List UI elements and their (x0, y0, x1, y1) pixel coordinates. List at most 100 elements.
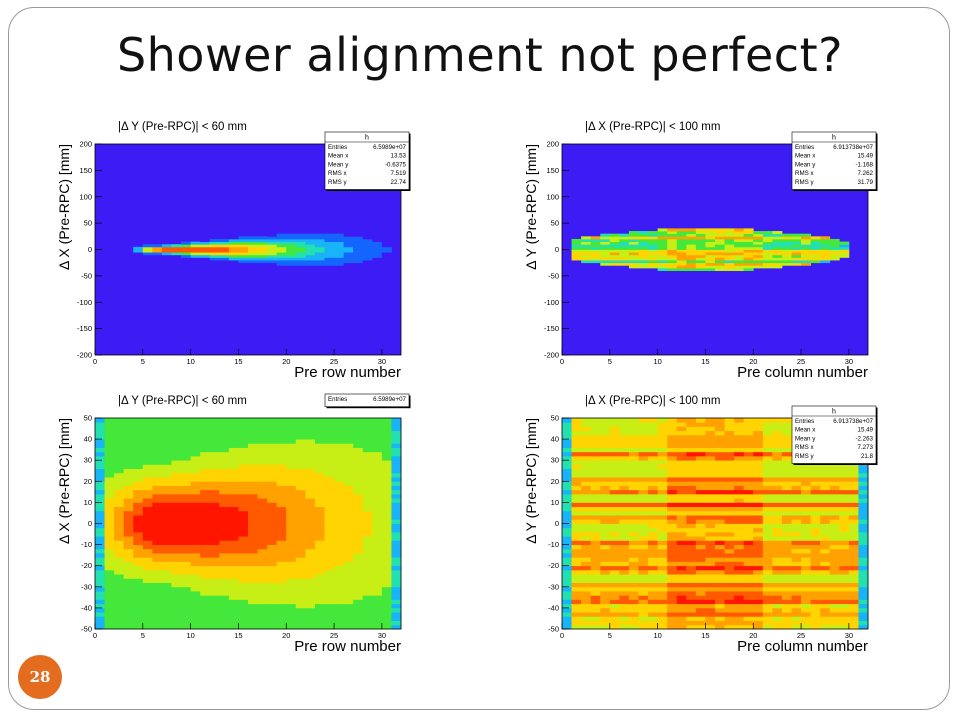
heatmap-cell (161, 498, 172, 503)
heatmap-cell (248, 468, 258, 474)
heatmap-cell (238, 582, 249, 588)
heatmap-cell (353, 531, 364, 537)
heatmap-cell (295, 574, 306, 579)
heatmap-cell (114, 477, 125, 482)
heatmap-cell (781, 620, 792, 626)
heatmap-cell (381, 612, 392, 617)
heatmap-cell (286, 523, 297, 529)
heatmap-cell (295, 443, 306, 448)
heatmap-cell (648, 236, 659, 240)
heatmap-cell (228, 252, 239, 256)
heatmap-cell (161, 430, 172, 436)
heatmap-cell (848, 553, 859, 558)
heatmap-cell (820, 607, 831, 613)
heatmap-cell (858, 591, 869, 596)
heatmap-cell (334, 536, 345, 541)
heatmap-cell (781, 569, 792, 575)
heatmap-cell (571, 426, 582, 432)
heatmap-cell (104, 527, 115, 533)
heatmap-cell (286, 612, 297, 617)
heatmap-cell (142, 553, 153, 558)
heatmap-cell (743, 422, 754, 427)
heatmap-cell (600, 502, 611, 508)
heatmap-cell (123, 477, 134, 482)
heatmap-cell (648, 620, 659, 626)
heatmap-cell (705, 447, 716, 453)
heatmap-cell (848, 612, 859, 617)
heatmap-cell (695, 569, 706, 575)
heatmap-cell (705, 426, 716, 432)
heatmap-cell (171, 434, 182, 440)
heatmap-cell (820, 616, 831, 621)
heatmap-cell (133, 599, 144, 605)
heatmap-cell (772, 244, 783, 248)
heatmap-cell (657, 578, 668, 583)
heatmap-cell (753, 265, 764, 269)
heatmap-cell (381, 565, 392, 571)
heatmap-cell (858, 531, 869, 537)
heatmap-cell (600, 591, 611, 596)
heatmap-cell (334, 238, 345, 242)
heatmap-cell (590, 548, 601, 554)
heatmap-cell (628, 536, 639, 541)
heatmap-cell (219, 595, 230, 600)
heatmap-cell (295, 455, 306, 461)
heatmap-cell (248, 540, 258, 545)
heatmap-cell (324, 244, 335, 248)
heatmap-cell (276, 574, 287, 579)
heatmap-cell (705, 481, 716, 486)
heatmap-cell (820, 578, 831, 583)
heatmap-cell (133, 455, 144, 461)
heatmap-cell (810, 510, 821, 516)
heatmap-cell (753, 254, 764, 258)
heatmap-cell (257, 464, 268, 470)
heatmap-cell (142, 624, 153, 630)
heatmap-cell (133, 443, 144, 448)
heatmap-cell (190, 595, 201, 600)
heatmap-cell (829, 472, 840, 478)
heatmap-cell (676, 519, 687, 524)
heatmap-cell (286, 616, 297, 621)
heatmap-cell (829, 620, 840, 626)
heatmap-cell (715, 523, 725, 529)
heatmap-cell (839, 523, 850, 529)
heatmap-cell (657, 599, 668, 605)
heatmap-cell (114, 439, 125, 444)
heatmap-cell (219, 607, 230, 613)
heatmap-cell (619, 506, 630, 512)
heatmap-cell (372, 548, 383, 554)
heatmap-cell (791, 481, 802, 486)
heatmap-cell (95, 595, 105, 600)
heatmap-svg: 0 5 10 15 20 25 30200150100500-50-100-150-200|… (56, 121, 411, 381)
heatmap-cell (609, 430, 620, 436)
heatmap-cell (791, 531, 802, 537)
heatmap-cell (133, 434, 144, 440)
heatmap-cell (114, 531, 125, 537)
heatmap-cell (590, 238, 601, 242)
heatmap-cell (753, 422, 764, 427)
heatmap-cell (152, 515, 163, 520)
heatmap-cell (762, 561, 773, 567)
heatmap-cell (858, 506, 869, 512)
heatmap-cell (724, 265, 735, 269)
heatmap-cell (839, 540, 850, 545)
heatmap-cell (267, 472, 278, 478)
heatmap-cell (286, 548, 297, 554)
heatmap-cell (762, 477, 773, 482)
heatmap-cell (820, 252, 831, 256)
heatmap-cell (372, 422, 383, 427)
heatmap-cell (372, 569, 383, 575)
heatmap-cell (286, 426, 297, 432)
heatmap-cell (95, 536, 105, 541)
heatmap-cell (95, 443, 105, 448)
heatmap-cell (343, 233, 354, 237)
heatmap-cell (104, 582, 115, 588)
heatmap-cell (571, 557, 582, 562)
heatmap-cell (743, 233, 754, 237)
heatmap-cell (676, 254, 687, 258)
heatmap-cell (334, 599, 345, 605)
heatmap-cell (295, 236, 306, 240)
heatmap-cell (381, 506, 392, 512)
heatmap-cell (590, 624, 601, 630)
heatmap-cell (314, 565, 325, 571)
